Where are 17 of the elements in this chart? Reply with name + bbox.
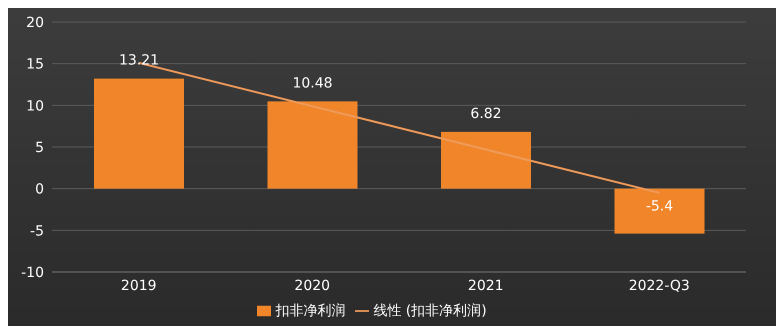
y-tick-label: 0	[35, 182, 44, 198]
y-tick-label: 15	[26, 56, 44, 73]
data-label: -5.4	[646, 198, 674, 215]
x-tick-label: 2019	[120, 278, 157, 294]
x-tick-label: 2020	[294, 278, 330, 294]
data-label: 13.21	[118, 52, 160, 69]
y-tick-label: 5	[35, 140, 44, 156]
legend-label: 线性 (扣非净利润)	[373, 303, 487, 319]
data-label: 10.48	[292, 75, 333, 92]
y-tick-label: -10	[21, 264, 44, 281]
data-label: 6.82	[470, 106, 502, 122]
y-tick-label: -5	[30, 223, 44, 240]
x-tick-label: 2022-Q3	[628, 278, 690, 294]
x-tick-label: 2021	[468, 278, 504, 294]
legend-label: 扣非净利润	[275, 303, 346, 319]
y-tick-label: 20	[26, 14, 44, 31]
y-tick-label: 10	[26, 98, 44, 114]
